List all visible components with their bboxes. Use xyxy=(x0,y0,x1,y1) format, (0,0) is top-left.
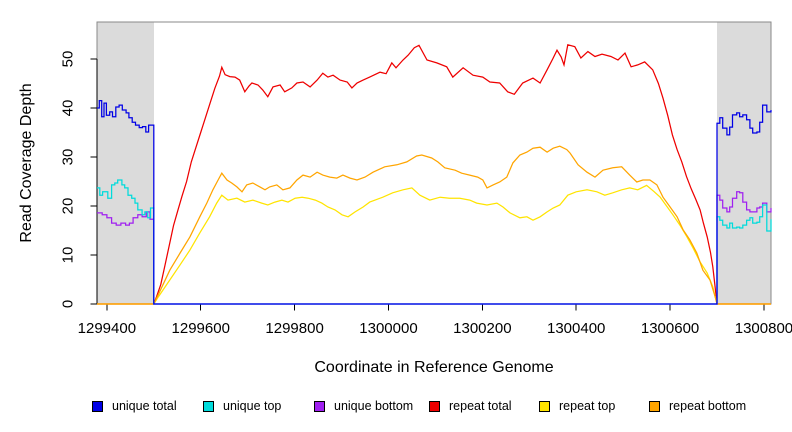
plot-box xyxy=(96,21,772,305)
legend-swatch-repeat-top xyxy=(539,400,550,412)
legend-item-repeat-top: repeat top xyxy=(539,399,615,413)
legend-label-unique-total: unique total xyxy=(112,399,177,413)
legend-label-unique-top: unique top xyxy=(223,399,282,413)
y-tick-label-40: 40 xyxy=(59,99,77,117)
legend-swatch-repeat-total xyxy=(429,400,440,412)
legend-item-unique-bottom: unique bottom xyxy=(314,399,413,413)
legend-item-unique-top: unique top xyxy=(203,399,281,413)
legend-swatch-unique-top xyxy=(203,400,214,412)
x-tick-label-1300800: 1300800 xyxy=(734,320,792,337)
y-tick-label-20: 20 xyxy=(59,197,77,215)
y-tick-label-10: 10 xyxy=(59,246,77,264)
legend-label-repeat-top: repeat top xyxy=(559,399,616,413)
x-axis-title: Coordinate in Reference Genome xyxy=(314,359,554,376)
legend-swatch-unique-bottom xyxy=(314,400,325,412)
legend-label-unique-bottom: unique bottom xyxy=(334,399,414,413)
shaded-region-left xyxy=(97,22,154,304)
series-repeat-bottom-line xyxy=(97,145,771,305)
x-tick-label-1300400: 1300400 xyxy=(547,320,606,337)
series-repeat-total-line xyxy=(97,44,771,305)
series-unique-bottom-line xyxy=(97,191,772,305)
series-repeat-top-line xyxy=(97,184,771,305)
y-tick-label-0: 0 xyxy=(59,299,77,309)
x-tick-label-1300200: 1300200 xyxy=(453,320,512,337)
x-tick-label-1299800: 1299800 xyxy=(265,320,324,337)
y-tick-label-30: 30 xyxy=(59,148,77,166)
legend-item-repeat-bottom: repeat bottom xyxy=(649,399,746,413)
series-unique-total-line xyxy=(97,99,772,305)
x-tick-label-1299400: 1299400 xyxy=(77,320,137,337)
x-tick-label-1299600: 1299600 xyxy=(171,320,230,337)
y-axis-title: Read Coverage Depth xyxy=(18,83,35,243)
legend-swatch-unique-total xyxy=(92,400,103,412)
legend-item-repeat-total: repeat total xyxy=(429,399,512,413)
legend: unique total unique top unique bottom repea… xyxy=(0,399,792,419)
legend-label-repeat-total: repeat total xyxy=(449,399,512,413)
legend-item-unique-total: unique total xyxy=(92,399,177,413)
legend-swatch-repeat-bottom xyxy=(649,400,660,412)
legend-label-repeat-bottom: repeat bottom xyxy=(669,399,747,413)
shaded-region-right xyxy=(717,22,771,304)
x-tick-label-1300000: 1300000 xyxy=(359,320,418,337)
y-tick-label-50: 50 xyxy=(59,50,77,68)
x-tick-label-1300600: 1300600 xyxy=(640,320,700,337)
